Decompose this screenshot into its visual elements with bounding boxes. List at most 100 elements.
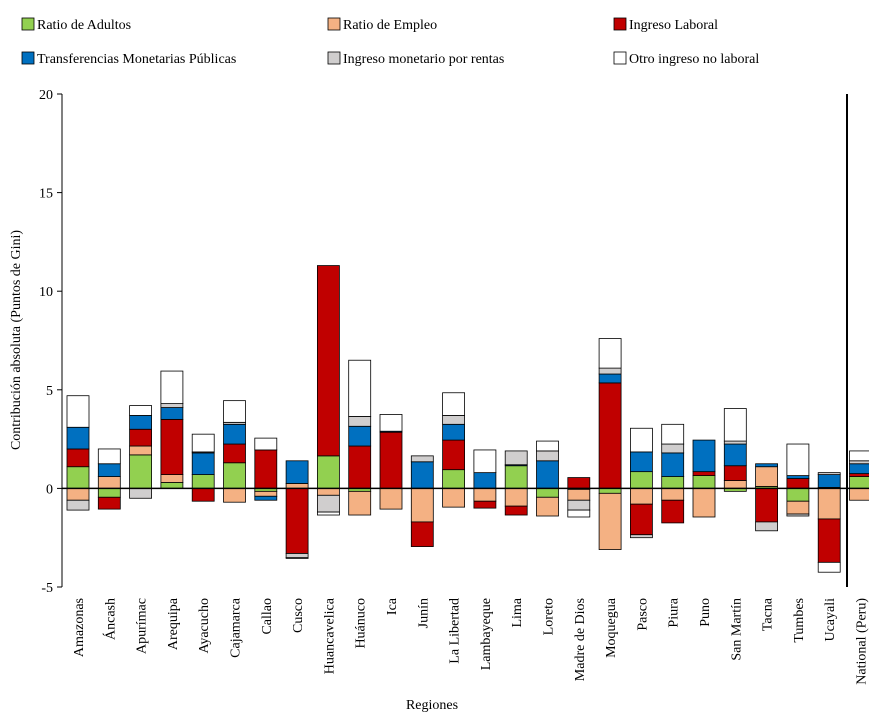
bar-segment <box>224 424 246 444</box>
legend-swatch <box>22 52 34 64</box>
bar-segment <box>724 466 746 481</box>
bar-segment <box>787 444 809 476</box>
x-tick-label: Puno <box>698 598 713 627</box>
bar-segment <box>599 339 621 369</box>
bar-segment <box>787 488 809 501</box>
bar-segment <box>537 461 559 489</box>
bar-segment <box>693 488 715 517</box>
bar-segment <box>192 475 214 489</box>
bar-segment <box>255 496 277 500</box>
bar-segment <box>349 491 371 515</box>
legend-swatch <box>614 18 626 30</box>
bar-segment <box>568 478 590 489</box>
bar-segment <box>286 553 308 557</box>
bar-segment <box>443 415 465 424</box>
bar-segment <box>411 456 433 462</box>
bar-segment <box>224 401 246 423</box>
bar-segment <box>850 464 869 474</box>
legend-swatch <box>614 52 626 64</box>
bar-segment <box>380 414 402 431</box>
bar-segment <box>161 408 183 420</box>
bar-segment <box>756 488 778 522</box>
bar-segment <box>192 488 214 501</box>
legend-label: Ingreso Laboral <box>629 18 718 33</box>
bar-segment <box>568 510 590 517</box>
bar-segment <box>756 522 778 531</box>
legend-label: Transferencias Monetarias Públicas <box>37 52 236 67</box>
x-tick-label: Junín <box>416 598 431 628</box>
bar-segment <box>98 488 120 497</box>
bar-segment <box>411 522 433 547</box>
y-tick-label: 20 <box>39 88 53 103</box>
bar-segment <box>67 467 89 489</box>
bar-segment <box>380 432 402 488</box>
bar-segment <box>662 477 684 489</box>
bar-segment <box>599 374 621 383</box>
bar-segment <box>161 419 183 474</box>
bar-segment <box>599 383 621 489</box>
bar-segment <box>787 479 809 489</box>
bar-segment <box>317 512 339 515</box>
bar-segment <box>443 424 465 440</box>
bar-segment <box>67 449 89 467</box>
legend-swatch <box>328 52 340 64</box>
y-tick-label: -5 <box>41 581 53 596</box>
bar-segment <box>818 475 840 488</box>
bar-segment <box>286 461 308 484</box>
legend-label: Ratio de Adultos <box>37 18 131 33</box>
bar-segment <box>161 475 183 483</box>
bar-segment <box>224 488 246 502</box>
bar-segment <box>756 464 778 467</box>
bar-segment <box>662 500 684 523</box>
bar-segment <box>787 514 809 516</box>
bar-segment <box>130 446 152 455</box>
bar-segment <box>599 368 621 374</box>
bar-segment <box>317 488 339 495</box>
bar-segment <box>255 450 277 488</box>
x-tick-label: Áncash <box>101 598 118 640</box>
bar-segment <box>98 477 120 489</box>
bar-segment <box>756 467 778 487</box>
bar-segment <box>130 406 152 416</box>
bar-segment <box>787 501 809 514</box>
x-tick-label: La Libertad <box>448 598 463 664</box>
y-tick-label: 15 <box>39 187 53 202</box>
x-tick-label: Loreto <box>542 598 557 635</box>
bar-segment <box>662 488 684 500</box>
bar-segment <box>317 266 339 456</box>
bar-segment <box>317 456 339 489</box>
bar-segment <box>724 441 746 444</box>
bar-segment <box>630 452 652 472</box>
bar-segment <box>505 506 527 515</box>
bar-segment <box>850 477 869 489</box>
bar-segment <box>850 474 869 477</box>
bar-segment <box>286 557 308 558</box>
bar-segment <box>349 416 371 426</box>
bar-segment <box>130 488 152 498</box>
y-tick-label: 10 <box>39 285 53 300</box>
x-tick-label: Lima <box>510 597 525 627</box>
bar-segment <box>662 444 684 453</box>
bar-segment <box>286 488 308 553</box>
legend-label: Otro ingreso no laboral <box>629 52 759 67</box>
bar-segment <box>599 493 621 549</box>
x-tick-label: Lambayeque <box>479 598 494 670</box>
x-tick-label: San Martín <box>729 598 744 661</box>
bar-segment <box>443 488 465 507</box>
x-tick-label: Callao <box>260 598 275 635</box>
x-tick-label: Amazonas <box>72 598 87 657</box>
bar-segment <box>161 404 183 408</box>
x-tick-label: Tumbes <box>792 598 807 643</box>
x-tick-label: Ica <box>385 597 400 615</box>
bar-segment <box>474 488 496 501</box>
x-tick-label: Madre de Dios <box>573 598 588 681</box>
bar-segment <box>349 426 371 446</box>
bar-segment <box>537 497 559 516</box>
bar-segment <box>474 473 496 489</box>
legend-label: Ratio de Empleo <box>343 18 437 33</box>
legend-swatch <box>328 18 340 30</box>
bar-segment <box>724 481 746 489</box>
bar-segment <box>630 504 652 535</box>
bar-segment <box>349 446 371 488</box>
